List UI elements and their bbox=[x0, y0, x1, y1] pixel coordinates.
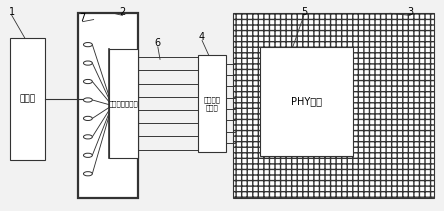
Bar bbox=[260, 47, 353, 156]
Text: 3: 3 bbox=[407, 7, 413, 17]
Bar bbox=[109, 49, 138, 158]
Text: 7: 7 bbox=[79, 13, 86, 23]
Text: 4: 4 bbox=[199, 32, 205, 42]
Bar bbox=[10, 38, 45, 160]
Circle shape bbox=[83, 172, 92, 176]
Bar bbox=[233, 13, 434, 198]
Text: PHY模块: PHY模块 bbox=[290, 96, 321, 106]
Circle shape bbox=[83, 61, 92, 65]
Circle shape bbox=[83, 79, 92, 84]
Text: 第一网口连接器: 第一网口连接器 bbox=[109, 100, 139, 107]
Circle shape bbox=[83, 135, 92, 139]
Circle shape bbox=[83, 116, 92, 120]
Bar bbox=[78, 13, 138, 198]
Text: 6: 6 bbox=[155, 38, 161, 48]
Circle shape bbox=[83, 43, 92, 47]
Bar bbox=[198, 55, 226, 152]
Circle shape bbox=[83, 98, 92, 102]
Text: 静电枪: 静电枪 bbox=[19, 95, 36, 104]
Text: 第二网口
连接器: 第二网口 连接器 bbox=[203, 96, 221, 111]
Text: 1: 1 bbox=[9, 7, 15, 17]
Text: 5: 5 bbox=[301, 7, 307, 17]
Text: 2: 2 bbox=[119, 7, 126, 17]
Circle shape bbox=[83, 153, 92, 157]
